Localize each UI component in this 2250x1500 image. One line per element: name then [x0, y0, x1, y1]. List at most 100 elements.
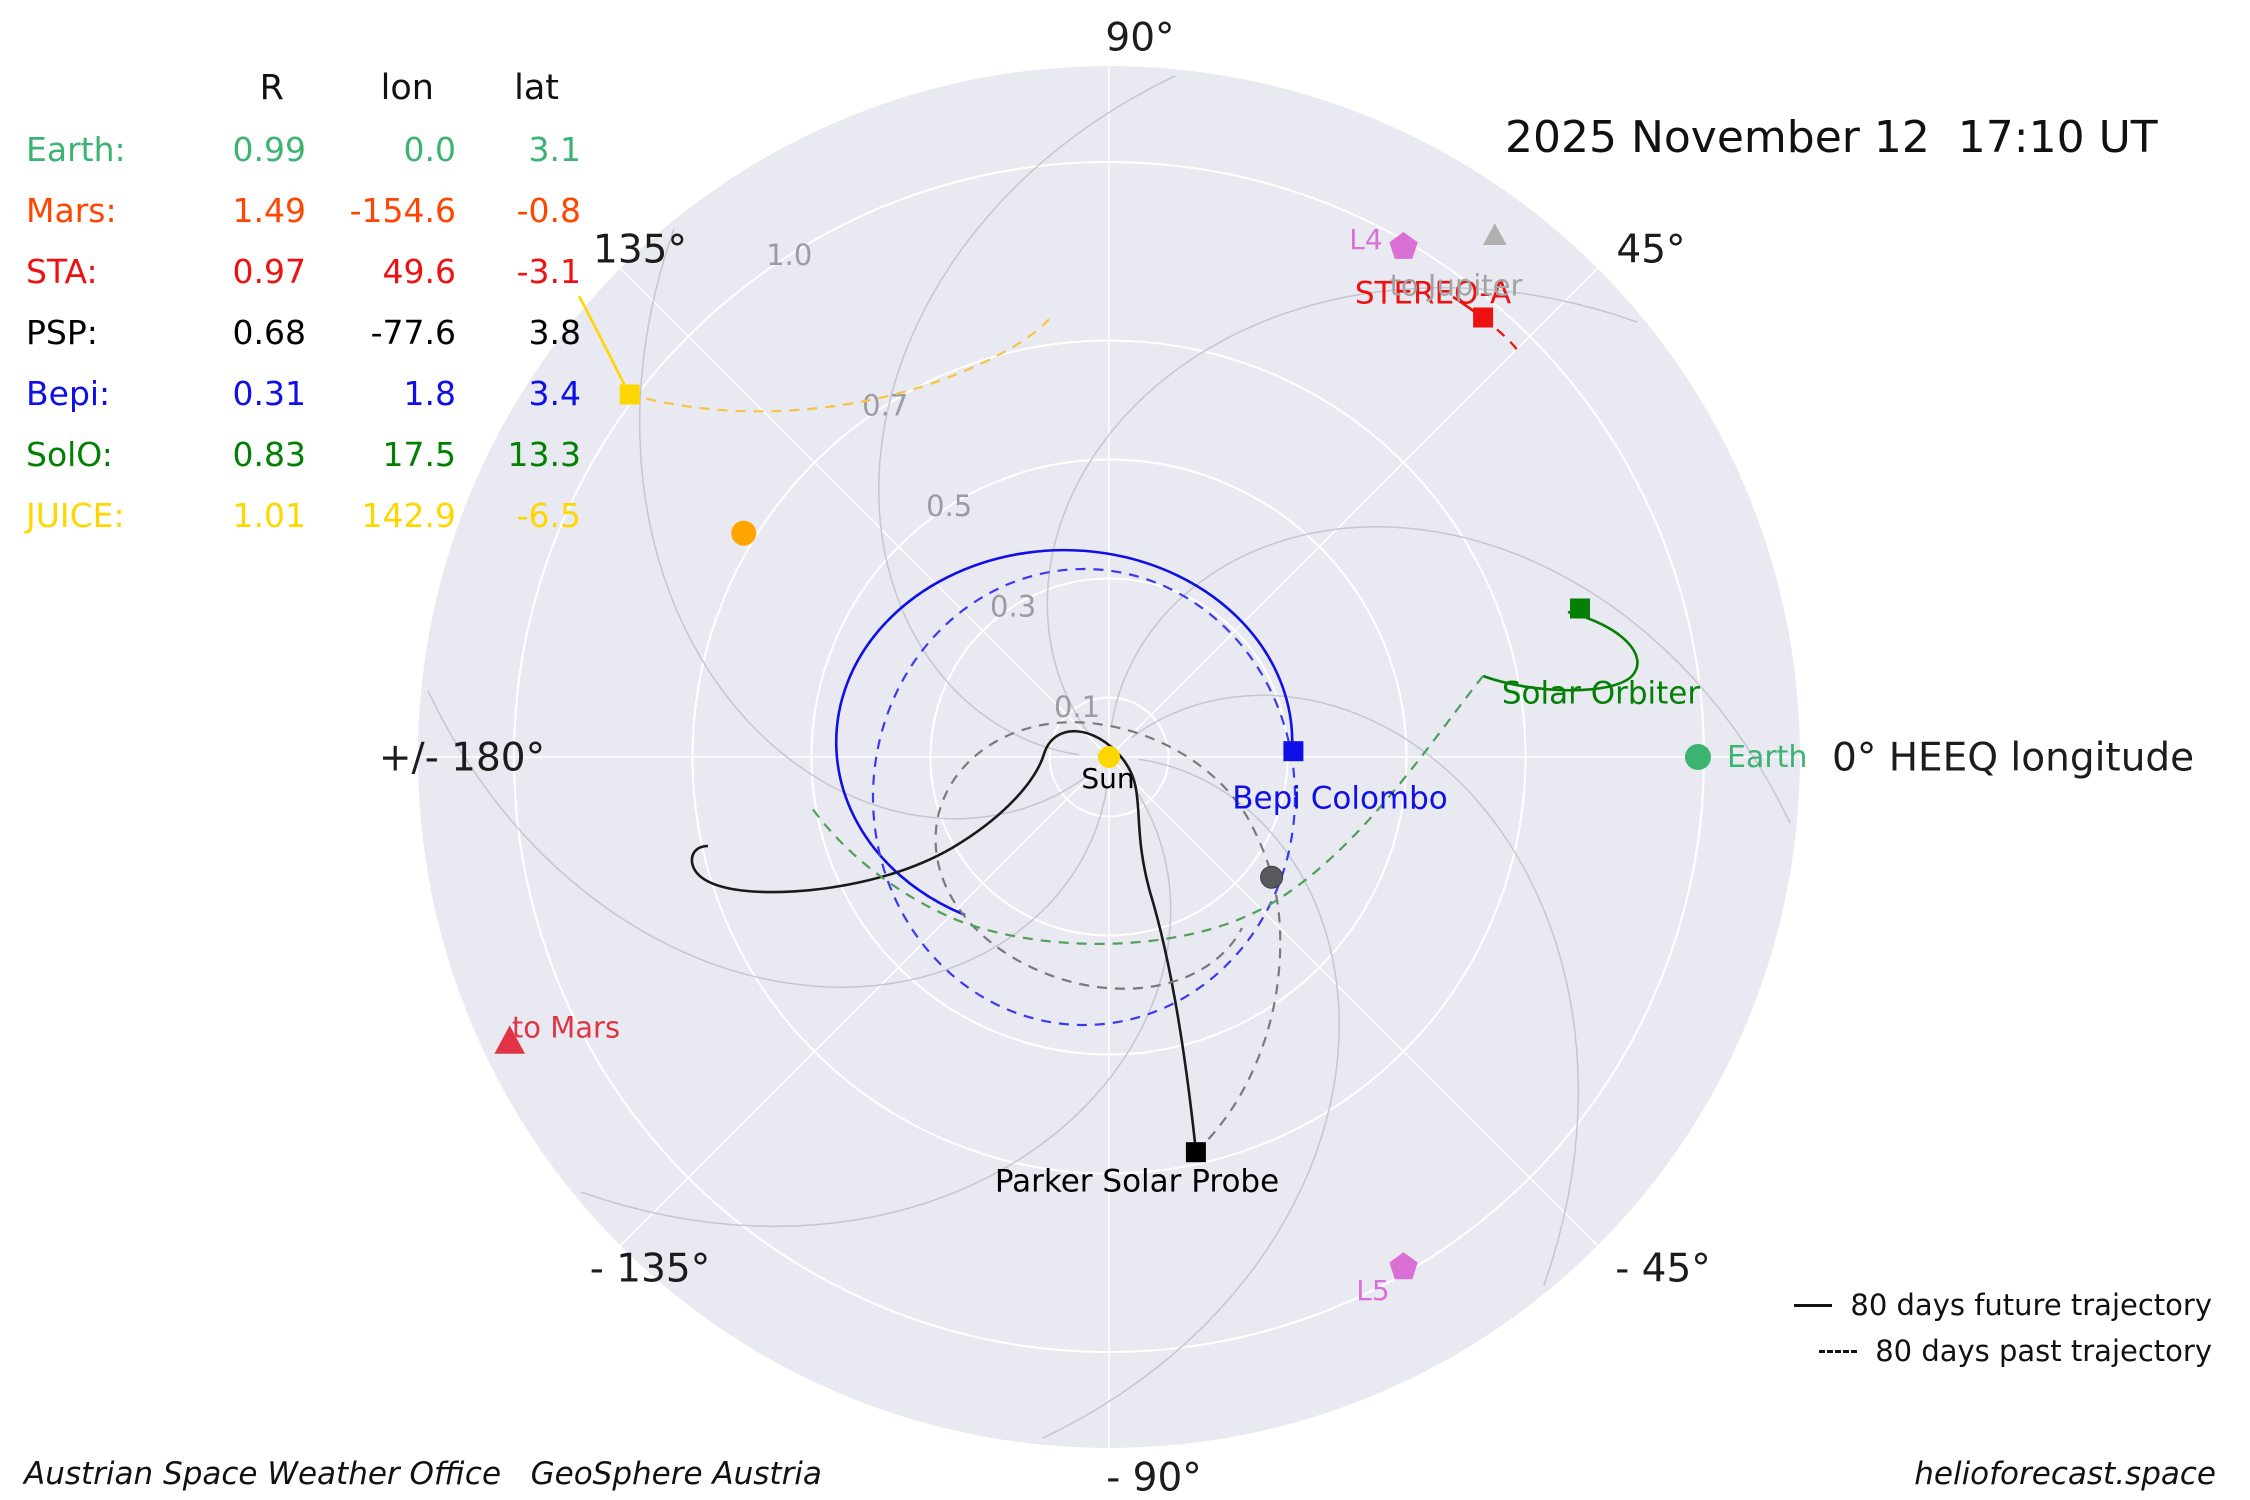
marker-mercury-unlabeled-dot — [1260, 865, 1284, 889]
row-label-bepi: Bepi: — [26, 374, 111, 413]
legend-future: 80 days future trajectory — [1794, 1282, 2212, 1328]
solid-line-icon — [1794, 1303, 1833, 1307]
psp-r: 0.68 — [232, 313, 306, 352]
col-header-r: R — [259, 68, 284, 108]
trajectory-psp-past — [934, 721, 1282, 1153]
psp-lat: 3.8 — [528, 313, 581, 352]
marker-earth — [1685, 744, 1711, 770]
parker-spiral — [1131, 694, 1580, 1286]
juice-lon: 142.9 — [361, 496, 456, 535]
label-to-jupiter: to Jupiter — [1389, 268, 1523, 303]
parker-spiral — [1042, 758, 1340, 1439]
label-earth: Earth — [1727, 740, 1808, 775]
r-tick-label: 0.5 — [926, 489, 972, 523]
marker-mars-direction — [494, 1025, 525, 1054]
row-label-earth: Earth: — [26, 130, 126, 169]
marker-solar-orbiter — [1570, 598, 1590, 619]
label-parker-solar-probe: Parker Solar Probe — [994, 1163, 1280, 1200]
trajectory-juice-past — [628, 317, 1051, 413]
radial-gridline — [619, 267, 1110, 758]
label-stereo-a: STEREO-A — [1354, 275, 1512, 312]
grid-ring — [1048, 696, 1170, 818]
theta-label-45: 45° — [1616, 227, 1686, 273]
sta-r: 0.97 — [232, 252, 306, 291]
theta-label-minus-90: - 90° — [1106, 1455, 1202, 1500]
solo-lat: 13.3 — [507, 435, 581, 474]
mars-r: 1.49 — [232, 191, 306, 230]
parker-spiral — [427, 690, 1108, 988]
marker-venus-unlabeled-dot — [731, 520, 757, 546]
sta-lon: 49.6 — [382, 252, 456, 291]
parker-spiral — [580, 779, 1172, 1228]
grid-ring — [691, 339, 1527, 1175]
earth-lat: 3.1 — [528, 130, 581, 169]
trajectory-solo-past — [811, 675, 1484, 945]
col-header-blank — [26, 58, 191, 119]
label-solar-orbiter: Solar Orbiter — [1501, 675, 1701, 712]
trajectory-psp-future — [690, 729, 1198, 1153]
sta-lat: -3.1 — [516, 252, 581, 291]
row-label-juice: JUICE: — [26, 496, 125, 535]
earth-lon: 0.0 — [403, 130, 456, 169]
theta-label-135: 135° — [593, 227, 687, 273]
marker-l4 — [1389, 232, 1418, 259]
label-l4: L4 — [1349, 223, 1383, 256]
r-tick-label: 0.3 — [990, 590, 1036, 624]
bepi-lat: 3.4 — [528, 374, 581, 413]
r-tick-label: 0.1 — [1054, 690, 1100, 724]
trajectory-juice-future — [577, 295, 631, 395]
solo-lon: 17.5 — [382, 435, 456, 474]
row-label-psp: PSP: — [26, 313, 98, 352]
bepi-lon: 1.8 — [403, 374, 456, 413]
row-label-mars: Mars: — [26, 191, 117, 230]
footer-left-credit: Austrian Space Weather Office GeoSphere … — [24, 1456, 822, 1492]
theta-label-180: +/- 180° — [378, 735, 546, 781]
label-to-mars: to Mars — [511, 1010, 621, 1045]
col-header-lat: lat — [514, 68, 559, 108]
trajectory-solo-future — [1482, 610, 1639, 692]
marker-bepi-colombo — [1283, 741, 1304, 762]
mars-lon: -154.6 — [349, 191, 456, 230]
psp-lon: -77.6 — [370, 313, 456, 352]
legend-future-label: 80 days future trajectory — [1850, 1288, 2212, 1322]
label-sun: Sun — [1081, 762, 1135, 795]
marker-l5 — [1389, 1252, 1418, 1280]
theta-label-90: 90° — [1105, 15, 1175, 61]
parker-spiral — [1046, 286, 1638, 735]
ephemeris-table: R lon lat Earth: 0.99 0.0 3.1 Mars: 1.49… — [26, 58, 581, 546]
label-bepi-colombo: Bepi Colombo — [1232, 780, 1448, 817]
dashed-line-icon — [1819, 1349, 1858, 1353]
legend-past-label: 80 days past trajectory — [1875, 1334, 2212, 1368]
parker-spiral — [878, 75, 1176, 756]
marker-sun — [1098, 746, 1120, 768]
juice-lat: -6.5 — [516, 496, 581, 535]
footer-right-site: helioforecast.space — [1914, 1456, 2216, 1492]
row-label-sta: STA: — [26, 252, 98, 291]
marker-jupiter-direction — [1483, 223, 1507, 245]
theta-label-0-heeq: 0° HEEQ longitude — [1832, 735, 2195, 781]
parker-spiral — [638, 228, 1087, 820]
trajectory-bepi-past — [871, 567, 1297, 1027]
grid-ring — [810, 458, 1408, 1056]
label-l5: L5 — [1356, 1274, 1390, 1307]
col-header-lon: lon — [380, 68, 434, 108]
r-tick-label: 1.0 — [766, 238, 812, 272]
juice-r: 1.01 — [232, 496, 306, 535]
solo-r: 0.83 — [232, 435, 306, 474]
theta-label-minus-45: - 45° — [1615, 1246, 1711, 1292]
mars-lat: -0.8 — [516, 191, 581, 230]
marker-stereo-a — [1473, 307, 1494, 328]
marker-juice — [619, 384, 640, 405]
radial-gridline — [1108, 267, 1599, 758]
timestamp-title: 2025 November 12 17:10 UT — [1505, 112, 2158, 163]
earth-r: 0.99 — [232, 130, 306, 169]
bepi-r: 0.31 — [232, 374, 306, 413]
parker-spiral — [1110, 526, 1791, 824]
theta-label-minus-135: - 135° — [589, 1246, 711, 1292]
radial-gridline — [1108, 756, 1599, 1247]
radial-gridline — [619, 756, 1110, 1247]
legend-past: 80 days past trajectory — [1794, 1328, 2212, 1374]
marker-parker-solar-probe — [1185, 1142, 1206, 1163]
